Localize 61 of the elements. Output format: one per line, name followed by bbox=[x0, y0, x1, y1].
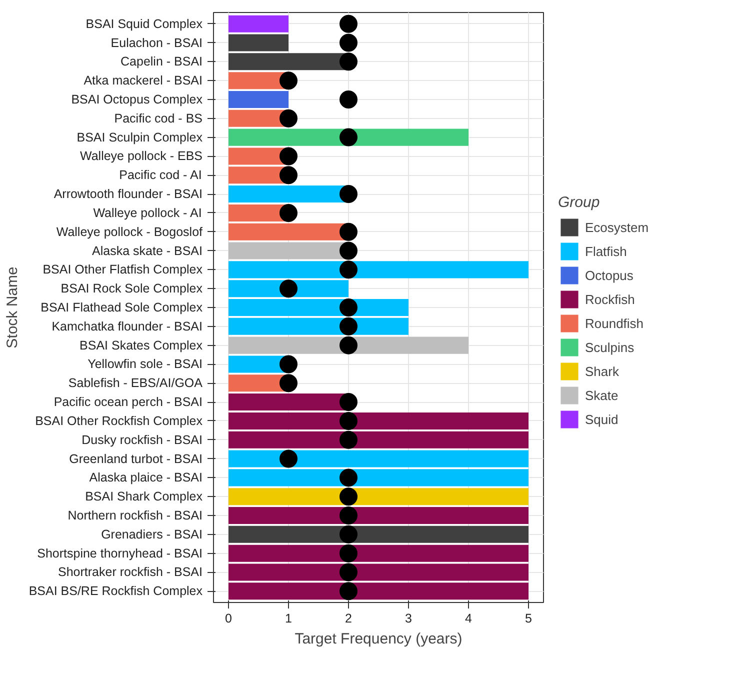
y-tick-label: BSAI Other Flatfish Complex bbox=[42, 262, 204, 277]
bar bbox=[228, 431, 528, 448]
y-tick-label: Kamchatka flounder - BSAI bbox=[52, 319, 203, 334]
x-tick-label: 4 bbox=[465, 612, 472, 626]
y-tick-label: BSAI Other Rockfish Complex bbox=[35, 414, 204, 428]
bar bbox=[228, 298, 408, 316]
y-tick-label: BSAI Octopus Complex bbox=[71, 92, 204, 106]
y-tick-label: Pacific cod - BS bbox=[114, 111, 203, 126]
x-tick-label: 3 bbox=[405, 612, 412, 626]
y-tick-label: Alaska skate - BSAI bbox=[92, 244, 203, 258]
y-tick-label: BSAI Squid Complex bbox=[86, 16, 204, 31]
y-tick-label: Capelin - BSAI bbox=[120, 54, 202, 69]
y-tick-label: Dusky rockfish - BSAI bbox=[82, 432, 203, 447]
y-tick-label: Walleye pollock - AI bbox=[93, 206, 202, 220]
legend-label: Flatfish bbox=[585, 244, 627, 258]
bar bbox=[228, 318, 408, 335]
y-tick-label: Atka mackerel - BSAI bbox=[84, 74, 203, 88]
bar bbox=[228, 128, 468, 146]
bar bbox=[228, 507, 528, 524]
y-tick-label: Northern rockfish - BSAI bbox=[68, 508, 202, 523]
legend-label: Roundfish bbox=[585, 316, 644, 330]
y-tick-label: Arrowtooth flounder - BSAI bbox=[54, 187, 203, 202]
y-tick-label: Walleye pollock - EBS bbox=[80, 149, 202, 164]
legend-label: Sculpins bbox=[585, 340, 634, 354]
legend-label: Rockfish bbox=[585, 292, 635, 306]
x-tick-label: 1 bbox=[285, 612, 292, 626]
bar bbox=[228, 412, 528, 430]
bar bbox=[228, 488, 528, 506]
y-tick-label: BSAI Sculpin Complex bbox=[76, 130, 204, 144]
legend-label: Skate bbox=[585, 388, 618, 402]
y-tick-label: Eulachon - BSAI bbox=[110, 36, 202, 50]
legend-label: Ecosystem bbox=[585, 220, 649, 234]
bar bbox=[228, 90, 288, 108]
x-tick-label: 2 bbox=[345, 612, 352, 626]
y-axis-title: Stock Name bbox=[4, 266, 21, 348]
legend-label: Shark bbox=[585, 364, 619, 378]
y-tick-label: Shortspine thornyhead - BSAI bbox=[37, 546, 202, 560]
y-tick-label: BSAI Shark Complex bbox=[85, 490, 204, 504]
y-tick-label: BSAI Flathead Sole Complex bbox=[40, 300, 204, 314]
bar bbox=[228, 15, 288, 32]
y-tick-label: Walleye pollock - Bogoslof bbox=[56, 224, 204, 239]
x-tick-label: 0 bbox=[225, 612, 232, 626]
y-tick-label: Pacific ocean perch - BSAI bbox=[54, 395, 203, 410]
x-axis-title: Target Frequency (years) bbox=[294, 630, 462, 648]
bar bbox=[228, 526, 528, 543]
y-tick-label: BSAI Rock Sole Complex bbox=[60, 282, 204, 296]
legend-label: Octopus bbox=[585, 268, 634, 282]
bar bbox=[228, 336, 468, 354]
y-tick-label: Alaska plaice - BSAI bbox=[89, 470, 203, 485]
y-tick-label: Shortraker rockfish - BSAI bbox=[58, 565, 203, 580]
y-tick-label: BSAI BS/RE Rockfish Complex bbox=[28, 584, 204, 598]
x-tick-label: 5 bbox=[525, 612, 532, 626]
y-tick-label: Pacific cod - AI bbox=[119, 168, 202, 182]
y-tick-label: Yellowfin sole - BSAI bbox=[88, 357, 202, 372]
y-tick-label: Grenadiers - BSAI bbox=[101, 527, 203, 542]
y-tick-label: Greenland turbot - BSAI bbox=[69, 452, 202, 466]
y-tick-label: Sablefish - EBS/AI/GOA bbox=[68, 376, 204, 390]
legend-title: Group bbox=[558, 194, 601, 211]
bar bbox=[228, 261, 528, 278]
legend-label: Squid bbox=[585, 412, 618, 426]
y-tick-label: BSAI Skates Complex bbox=[80, 338, 204, 352]
